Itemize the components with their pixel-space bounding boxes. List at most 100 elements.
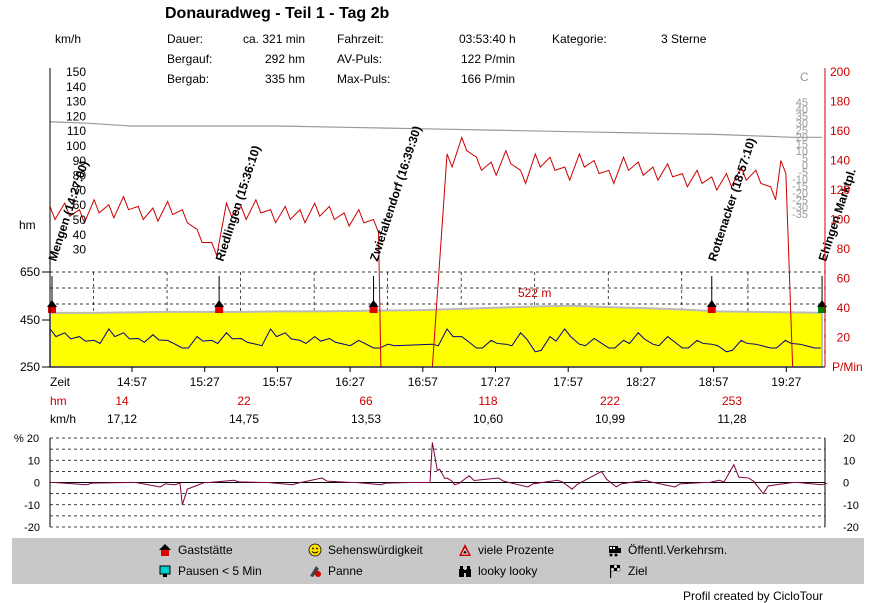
temperature-tick-label: -25 [792,195,808,207]
legend-item: viele Prozente [458,543,554,557]
warning-triangle-icon [458,543,472,557]
temperature-line [49,121,823,138]
legend-item: looky looky [458,564,537,578]
speed-tick-label: 120 [66,109,86,123]
waypoint-marker [817,300,828,307]
temperature-tick-label: 45 [796,97,808,109]
hm-value: 66 [359,394,373,408]
waypoint-marker [707,307,716,313]
pulse-tick-label: 40 [837,301,851,315]
temperature-line-group [49,121,823,138]
speed-tick-label: 30 [73,243,87,257]
legend-item: Pausen < 5 Min [158,564,262,578]
pulse-tick-label: 120 [830,183,850,197]
hm-value: 22 [237,394,251,408]
stat-value-fahrzeit: 03:53:40 h [459,32,516,46]
kmh-value: 11,28 [717,412,746,426]
credit-text: Profil created by CicloTour [682,589,823,603]
temperature-tick-label: 10 [796,146,808,158]
altitude-fill [49,304,824,368]
temperature-unit-label: C [800,70,809,84]
legend-label: Ziel [628,564,648,578]
waypoint-marker [48,307,56,313]
speed-tick-label: 70 [73,183,87,197]
stat-value-kategorie: 3 Sterne [661,32,707,46]
waypoint-label: Riedlingen (15:36:10) [213,144,264,263]
time-row-label: Zeit [50,375,71,389]
stat-label-maxpuls: Max-Puls: [337,72,391,86]
temperature-tick-label: 0 [802,160,808,172]
altitude-tick-label: 650 [20,265,40,279]
legend-label: viele Prozente [478,543,555,557]
altitude-tick-label: 450 [20,313,40,327]
pulse-tick-label: 180 [830,95,850,109]
time-tick-label: 16:27 [335,375,365,389]
grade-line-group [50,442,828,505]
stat-value-maxpuls: 166 P/min [461,72,516,86]
legend-label: Pausen < 5 Min [178,564,262,578]
grade-tick-label: -20 [24,522,40,534]
pulse-tick-label: 160 [830,124,850,138]
stat-value-bergauf: 292 hm [265,52,306,66]
stat-label-dauer: Dauer: [167,32,204,46]
page-title: Donauradweg - Teil 1 - Tag 2b [165,5,390,22]
pausen-icon [158,564,172,578]
hm-row-label: hm [50,394,67,408]
pulse-tick-label: 60 [837,272,851,286]
temperature-tick-label: 35 [796,111,808,123]
legend-label: Gaststätte [178,543,233,557]
hm-value: 118 [478,394,497,408]
legend-item: Gaststätte [158,543,233,557]
smiley-icon [308,543,322,557]
stat-value-bergab: 335 hm [265,72,306,86]
waypoint-marker [706,300,717,307]
time-tick-label: 18:57 [699,375,729,389]
temperature-tick-label: -35 [792,209,808,221]
temperature-tick-label: -5 [798,167,808,179]
legend: Gaststätte Pausen < 5 Min Sehenswürdigke… [12,538,864,584]
pulse-tick-label: 200 [830,65,850,79]
legend-label: Panne [328,564,363,578]
temperature-tick-label: -20 [792,188,808,200]
speed-tick-label: 140 [66,80,86,94]
waypoint-marker [47,300,57,307]
profile-chart: Mengen (14:27:00) Riedlingen (15:36:10) Zw… [20,65,863,426]
altitude-unit-label: hm [19,218,36,232]
kmh-value: 14,75 [229,412,259,426]
grade-tick-label: 20 [843,433,855,445]
waypoints: Mengen (14:27:00) Riedlingen (15:36:10) Zw… [46,124,859,313]
pulse-tick-label: 100 [830,213,850,227]
binoculars-icon [458,564,472,578]
stat-value-dauer: ca. 321 min [243,32,306,46]
speed-unit-label: km/h [55,32,82,46]
grade-tick-label: -20 [843,522,859,534]
speed-line [49,328,821,353]
temperature-tick-label: 40 [796,104,808,116]
temperature-tick-label: 30 [796,118,808,130]
time-tick-label: 15:27 [190,375,220,389]
stat-label-avpuls: AV-Puls: [337,52,383,66]
waypoint-marker [368,300,379,307]
altitude-tick-label: 250 [20,360,40,374]
time-tick-label: 16:57 [408,375,438,389]
grade-unit-label: % 20 [14,433,39,445]
train-icon [608,543,622,557]
altitude-annotation: 522 m [518,286,551,300]
hm-value: 14 [115,394,129,408]
pulse-tick-label: 80 [837,242,851,256]
time-tick-label: 17:27 [480,375,510,389]
finish-flag-icon [608,564,622,578]
waypoint-marker [818,307,827,313]
grade-chart: % 20 10 0 -10 -20 20 10 0 -10 -20 [14,433,859,534]
temperature-tick-label: 15 [796,139,808,151]
temperature-tick-label: 5 [802,153,808,165]
grade-tick-label: 0 [843,478,849,490]
temperature-tick-label: 20 [796,132,808,144]
waypoint-label: Zwiefaltendorf (16:39:30) [367,124,424,263]
legend-label: looky looky [478,564,538,578]
legend-item: Sehenswürdigkeit [308,543,423,557]
waypoint-marker [214,300,225,307]
temperature-tick-label: -15 [792,181,808,193]
kmh-value: 17,12 [107,412,137,426]
stat-value-avpuls: 122 P/min [461,52,516,66]
